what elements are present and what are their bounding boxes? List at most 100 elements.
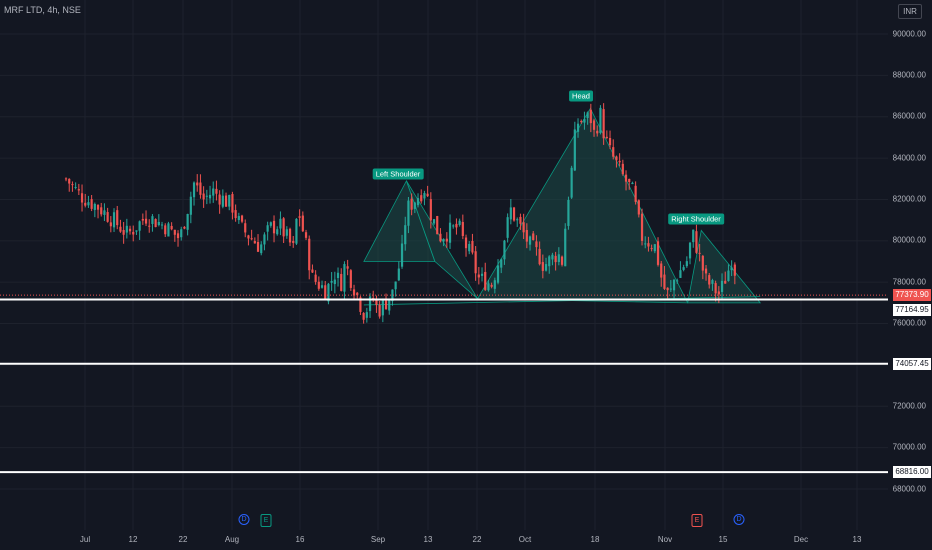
candle-body bbox=[116, 210, 119, 226]
candle-body bbox=[228, 194, 231, 207]
candle-body bbox=[420, 195, 423, 202]
candle-body bbox=[490, 284, 493, 287]
candle-body bbox=[167, 223, 170, 237]
candle-body bbox=[183, 226, 186, 229]
candle-body bbox=[637, 200, 640, 215]
candle-body bbox=[644, 243, 647, 245]
price-tick-label: 84000.00 bbox=[892, 153, 926, 163]
candle-body bbox=[666, 287, 669, 291]
candle-body bbox=[288, 228, 292, 243]
candle-body bbox=[682, 267, 685, 270]
candle-body bbox=[144, 218, 148, 224]
candle-body bbox=[717, 291, 720, 295]
price-tick-label: 70000.00 bbox=[892, 442, 926, 452]
dividend-event-icon[interactable]: D bbox=[733, 514, 745, 525]
candle-body bbox=[112, 212, 116, 228]
time-tick-label: Dec bbox=[793, 535, 809, 544]
candle-body bbox=[260, 244, 263, 254]
candle-body bbox=[247, 235, 250, 239]
symbol-title[interactable]: MRF LTD, 4h, NSE bbox=[4, 5, 81, 15]
candle-body bbox=[295, 218, 298, 244]
price-tick-label: 80000.00 bbox=[892, 235, 926, 245]
candle-body bbox=[557, 254, 560, 263]
candle-body bbox=[151, 216, 154, 224]
candle-body bbox=[522, 222, 525, 233]
candle-body bbox=[612, 147, 615, 157]
dividend-event-icon[interactable]: D bbox=[238, 514, 250, 525]
candle-body bbox=[170, 225, 173, 230]
time-tick-label: 13 bbox=[423, 535, 433, 544]
candle-body bbox=[394, 281, 397, 290]
candle-body bbox=[103, 210, 106, 215]
candle-body bbox=[560, 256, 564, 265]
candle-body bbox=[180, 229, 183, 238]
candle-body bbox=[106, 212, 109, 222]
candle-body bbox=[692, 229, 695, 243]
candle-body bbox=[324, 285, 327, 299]
candle-body bbox=[416, 198, 420, 206]
time-tick-label: 12 bbox=[128, 535, 138, 544]
pattern-shape bbox=[406, 180, 478, 300]
candle-body bbox=[141, 218, 144, 221]
candle-body bbox=[695, 231, 698, 253]
right-shoulder-label[interactable]: Right Shoulder bbox=[668, 213, 724, 225]
candle-body bbox=[548, 256, 551, 267]
price-tick-label: 78000.00 bbox=[892, 277, 926, 287]
price-tick-label: 86000.00 bbox=[892, 111, 926, 121]
candle-body bbox=[580, 121, 583, 123]
head-label[interactable]: Head bbox=[569, 90, 593, 102]
candle-body bbox=[484, 271, 487, 290]
candle-body bbox=[471, 240, 474, 253]
candle-body bbox=[564, 228, 567, 267]
candle-body bbox=[436, 216, 439, 235]
candle-body bbox=[77, 189, 80, 191]
currency-badge[interactable]: INR bbox=[898, 4, 922, 19]
time-tick-label: 13 bbox=[852, 535, 862, 544]
earnings-event-icon[interactable]: E bbox=[260, 514, 272, 527]
candle-body bbox=[250, 238, 253, 240]
candle-body bbox=[352, 289, 356, 296]
candle-body bbox=[320, 285, 324, 288]
candle-body bbox=[317, 281, 320, 289]
candle-body bbox=[375, 299, 378, 305]
candle-body bbox=[733, 264, 736, 276]
candle-body bbox=[87, 202, 90, 206]
candle-body bbox=[663, 274, 666, 289]
time-tick-label: Nov bbox=[657, 535, 673, 544]
candle-body bbox=[468, 243, 471, 252]
candle-body bbox=[234, 210, 237, 219]
candle-body bbox=[240, 215, 244, 222]
candle-body bbox=[340, 273, 343, 291]
candle-body bbox=[400, 243, 404, 267]
price-tick-label: 90000.00 bbox=[892, 29, 926, 39]
price-tick-label: 88000.00 bbox=[892, 70, 926, 80]
candle-body bbox=[138, 221, 141, 231]
candle-body bbox=[368, 296, 372, 312]
candle-body bbox=[500, 259, 503, 268]
candle-body bbox=[429, 199, 432, 221]
left-shoulder-label[interactable]: Left Shoulder bbox=[372, 168, 424, 180]
earnings-event-icon[interactable]: E bbox=[691, 514, 703, 527]
candle-body bbox=[231, 194, 234, 213]
candle-body bbox=[404, 225, 407, 245]
candle-body bbox=[336, 272, 340, 279]
candle-body bbox=[135, 230, 138, 232]
candle-body bbox=[199, 182, 202, 195]
candle-body bbox=[426, 193, 429, 197]
candle-body bbox=[551, 254, 554, 260]
candle-body bbox=[301, 215, 304, 232]
candle-body bbox=[618, 160, 621, 163]
price-tick-label: 82000.00 bbox=[892, 194, 926, 204]
candle-body bbox=[410, 198, 413, 210]
candle-body bbox=[276, 229, 279, 235]
candle-body bbox=[314, 274, 317, 282]
candle-body bbox=[461, 222, 464, 236]
candle-body bbox=[519, 216, 522, 224]
candle-body bbox=[477, 274, 480, 278]
level-price-label: 68816.00 bbox=[893, 466, 931, 479]
candle-body bbox=[208, 194, 212, 199]
level-price-label: 74057.45 bbox=[893, 357, 931, 370]
candle-body bbox=[458, 220, 461, 225]
candle-body bbox=[701, 255, 704, 271]
